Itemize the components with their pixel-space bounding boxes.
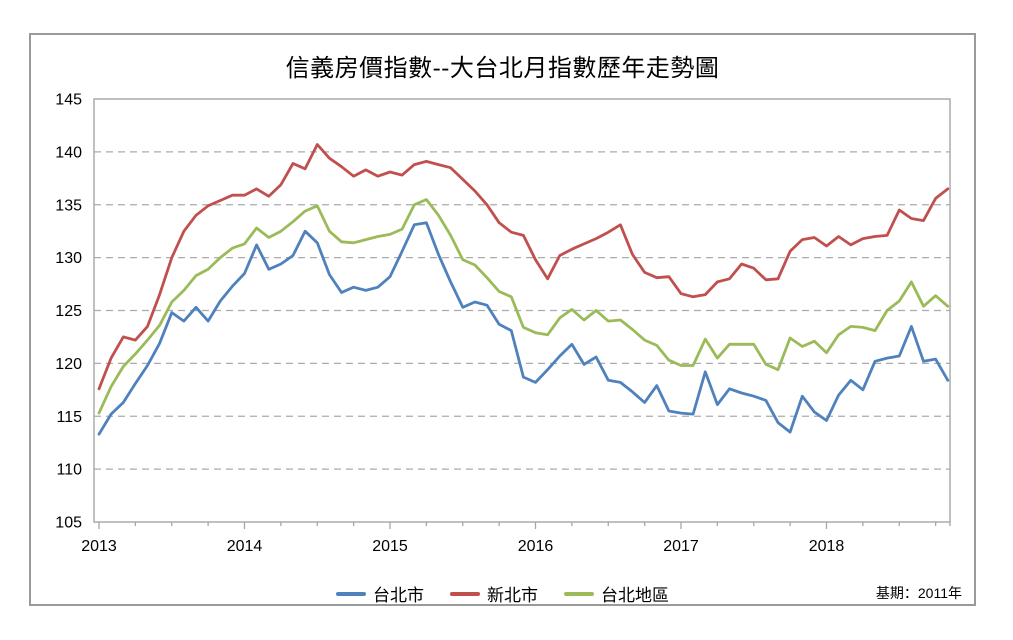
base-period-note: 基期：2011年 [875,585,962,601]
plot-area: 105 110 115 120 125 130 135 140 145 2013 2014 2015 2… [55,92,951,555]
legend-swatch-new-taipei-city [450,591,480,596]
legend-item-taipei-city: 台北市 [336,581,424,606]
legend: 台北市 新北市 台北地區 [31,581,974,606]
chart-title: 信義房價指數--大台北月指數歷年走勢圖 [285,54,720,82]
legend-label-taipei-city: 台北市 [373,586,424,605]
series-line-taipei-area [97,198,950,415]
legend-swatch-taipei-area [564,591,594,596]
plot-border [93,98,951,523]
legend-label-new-taipei-city: 新北市 [487,586,538,605]
y-tick-label-145: 145 [55,92,82,109]
chart-frame: 信義房價指數--大台北月指數歷年走勢圖 105 110 115 120 125 130 13… [29,33,976,606]
x-tick-label-2017: 2017 [663,538,699,555]
legend-item-new-taipei-city: 新北市 [450,581,538,606]
legend-label-taipei-area: 台北地區 [601,586,669,605]
y-tick-label-110: 110 [56,462,82,479]
y-tick-label-115: 115 [56,409,82,426]
x-tick-label-2013: 2013 [81,538,117,555]
legend-swatch-taipei-city [336,591,366,596]
y-tick-label-135: 135 [55,197,82,214]
y-tick-label-120: 120 [55,356,82,373]
series-line-new-taipei-city [97,143,950,391]
y-tick-label-140: 140 [55,144,82,161]
y-tick-label-105: 105 [55,515,82,532]
y-tick-label-130: 130 [55,250,82,267]
x-tick-label-2015: 2015 [372,538,408,555]
x-tick-label-2018: 2018 [809,538,845,555]
legend-item-taipei-area: 台北地區 [564,581,669,606]
x-tick-label-2014: 2014 [227,538,263,555]
y-tick-label-125: 125 [55,303,82,320]
x-tick-label-2016: 2016 [518,538,554,555]
series-line-taipei-city [97,221,950,436]
